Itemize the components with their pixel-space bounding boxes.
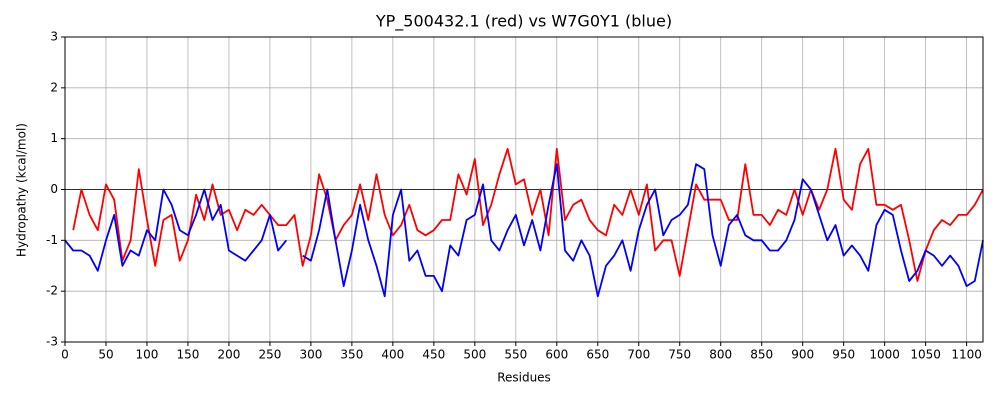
x-tick-label: 1000 xyxy=(869,348,900,362)
x-tick-label: 950 xyxy=(832,348,855,362)
y-tick-label: 3 xyxy=(50,30,58,44)
x-tick-label: 650 xyxy=(586,348,609,362)
series-line xyxy=(64,163,984,298)
chart-title: YP_500432.1 (red) vs W7G0Y1 (blue) xyxy=(375,12,672,32)
x-tick-label: 600 xyxy=(545,348,568,362)
y-tick-label: 2 xyxy=(50,80,58,94)
y-tick-label: 0 xyxy=(50,182,58,196)
x-tick-label: 50 xyxy=(98,348,113,362)
y-tick-label: -2 xyxy=(46,284,58,298)
y-tick-label: -3 xyxy=(46,335,58,349)
x-tick-label: 300 xyxy=(299,348,322,362)
x-tick-label: 150 xyxy=(176,348,199,362)
x-tick-label: 200 xyxy=(217,348,240,362)
x-tick-label: 550 xyxy=(504,348,527,362)
x-tick-label: 700 xyxy=(627,348,650,362)
series-line xyxy=(72,147,984,282)
x-tick-label: 900 xyxy=(791,348,814,362)
y-tick-label: -1 xyxy=(46,233,58,247)
plot-frame xyxy=(64,36,984,343)
x-tick-label: 450 xyxy=(422,348,445,362)
x-tick-label: 750 xyxy=(668,348,691,362)
x-tick-label: 250 xyxy=(258,348,281,362)
x-tick-label: 350 xyxy=(340,348,363,362)
x-tick-label: 1050 xyxy=(910,348,941,362)
y-axis-label: Hydropathy (kcal/mol) xyxy=(15,123,29,257)
x-tick-label: 400 xyxy=(381,348,404,362)
x-tick-label: 1100 xyxy=(951,348,982,362)
x-axis-label: Residues xyxy=(497,371,551,385)
x-tick-label: 850 xyxy=(750,348,773,362)
x-tick-label: 0 xyxy=(61,348,69,362)
x-tick-label: 800 xyxy=(709,348,732,362)
x-tick-label: 100 xyxy=(136,348,159,362)
x-tick-label: 500 xyxy=(463,348,486,362)
y-tick-label: 1 xyxy=(50,131,58,145)
